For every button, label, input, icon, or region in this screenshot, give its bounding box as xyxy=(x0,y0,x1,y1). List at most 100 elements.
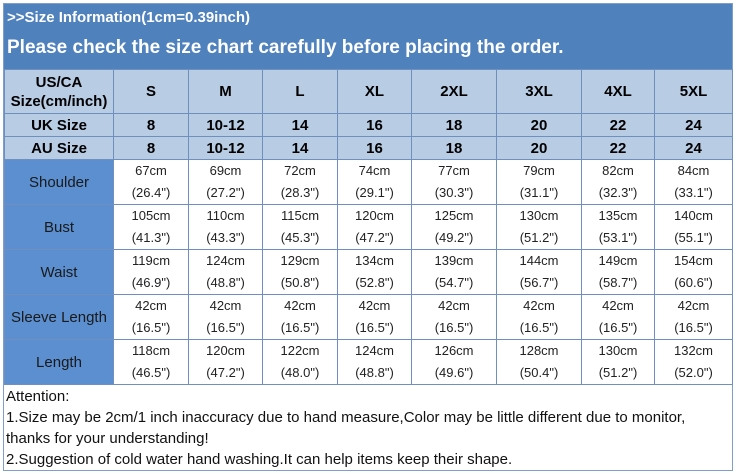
uk-size-cell: 20 xyxy=(496,113,582,137)
measurement-row: Length 118cm (46.5") 120cm (47.2") 122cm (48.0… xyxy=(4,339,733,385)
inch-value: (31.1") xyxy=(519,185,559,200)
measurement-label: Waist xyxy=(4,249,114,295)
measurement-cell: 119cm (46.9") xyxy=(113,249,189,295)
measurement-row: Bust 105cm (41.3") 110cm (43.3") 115cm (45.3")… xyxy=(4,204,733,250)
measurement-cell: 79cm (31.1") xyxy=(496,159,582,205)
inch-value: (51.2") xyxy=(598,365,638,380)
inch-value: (47.2") xyxy=(206,365,245,380)
cm-value: 135cm xyxy=(598,208,638,223)
measurement-cell: 128cm (50.4") xyxy=(496,339,582,385)
measurement-cell: 122cm (48.0") xyxy=(262,339,338,385)
cm-value: 74cm xyxy=(358,163,391,178)
uk-size-cell: 14 xyxy=(262,113,338,137)
uk-size-cell: 16 xyxy=(337,113,412,137)
size-header: 3XL xyxy=(496,69,582,114)
measurement-cell: 134cm (52.8") xyxy=(337,249,412,295)
measurement-label: Bust xyxy=(4,204,114,250)
measurement-row: Waist 119cm (46.9") 124cm (48.8") 129cm (50.8"… xyxy=(4,249,733,295)
uk-size-cell: 8 xyxy=(113,113,189,137)
cm-value: 110cm xyxy=(206,208,245,223)
au-size-row: AU Size 8 10-12 14 16 18 20 22 24 xyxy=(4,136,733,160)
inch-value: (16.5") xyxy=(206,320,245,335)
size-table: US/CA Size(cm/inch) S M L XL 2XL 3XL 4XL 5XL UK S… xyxy=(4,69,733,385)
inch-value: (16.5") xyxy=(280,320,320,335)
au-size-cell: 10-12 xyxy=(188,136,263,160)
cm-value: 120cm xyxy=(205,343,246,358)
measurement-cell: 118cm (46.5") xyxy=(113,339,189,385)
au-size-cell: 18 xyxy=(411,136,497,160)
cm-value: 128cm xyxy=(519,343,559,358)
cm-value: 82cm xyxy=(602,163,634,178)
inch-value: (48.8") xyxy=(206,275,245,290)
measurement-cell: 42cm (16.5") xyxy=(581,294,655,340)
measurement-cell: 149cm (58.7") xyxy=(581,249,655,295)
measurement-label: Length xyxy=(4,339,114,385)
cm-value: 132cm xyxy=(673,343,714,358)
inch-value: (52.0") xyxy=(674,365,713,380)
au-size-cell: 16 xyxy=(337,136,412,160)
cm-value: 140cm xyxy=(673,208,714,223)
uk-label: UK Size xyxy=(4,113,114,137)
inch-value: (16.5") xyxy=(598,320,638,335)
cm-value: 42cm xyxy=(209,298,242,313)
measurement-cell: 82cm (32.3") xyxy=(581,159,655,205)
inch-value: (16.5") xyxy=(131,320,171,335)
cm-value: 122cm xyxy=(280,343,320,358)
measurement-cell: 84cm (33.1") xyxy=(654,159,733,205)
measurement-cell: 69cm (27.2") xyxy=(188,159,263,205)
cm-value: 42cm xyxy=(523,298,555,313)
inch-value: (54.7") xyxy=(434,275,474,290)
measurement-cell: 126cm (49.6") xyxy=(411,339,497,385)
size-chart: >>Size Information(1cm=0.39inch) Please … xyxy=(3,3,733,471)
size-header: XL xyxy=(337,69,412,114)
cm-value: 115cm xyxy=(280,208,320,223)
measurement-cell: 120cm (47.2") xyxy=(337,204,412,250)
measurement-cell: 42cm (16.5") xyxy=(113,294,189,340)
inch-value: (43.3") xyxy=(206,230,245,245)
cm-value: 124cm xyxy=(205,253,246,268)
inch-value: (60.6") xyxy=(674,275,713,290)
measurement-cell: 42cm (16.5") xyxy=(496,294,582,340)
cm-value: 139cm xyxy=(434,253,474,268)
measurement-cell: 115cm (45.3") xyxy=(262,204,338,250)
cm-value: 42cm xyxy=(677,298,710,313)
cm-value: 144cm xyxy=(519,253,559,268)
size-header: 4XL xyxy=(581,69,655,114)
measurement-cell: 42cm (16.5") xyxy=(411,294,497,340)
inch-value: (52.8") xyxy=(355,275,394,290)
measurement-cell: 110cm (43.3") xyxy=(188,204,263,250)
cm-value: 105cm xyxy=(131,208,171,223)
inch-value: (56.7") xyxy=(519,275,559,290)
inch-value: (46.9") xyxy=(131,275,171,290)
au-size-cell: 20 xyxy=(496,136,582,160)
inch-value: (55.1") xyxy=(674,230,713,245)
measurement-cell: 139cm (54.7") xyxy=(411,249,497,295)
measurement-cell: 120cm (47.2") xyxy=(188,339,263,385)
measurement-cell: 42cm (16.5") xyxy=(654,294,733,340)
cm-value: 42cm xyxy=(602,298,634,313)
inch-value: (58.7") xyxy=(598,275,638,290)
cm-value: 84cm xyxy=(677,163,710,178)
inch-value: (29.1") xyxy=(355,185,394,200)
cm-value: 79cm xyxy=(523,163,555,178)
cm-value: 69cm xyxy=(209,163,242,178)
inch-value: (16.5") xyxy=(434,320,474,335)
inch-value: (16.5") xyxy=(355,320,394,335)
note-1: 1.Size may be 2cm/1 inch inaccuracy due … xyxy=(6,409,686,447)
cm-value: 42cm xyxy=(135,298,167,313)
au-size-cell: 14 xyxy=(262,136,338,160)
cm-value: 134cm xyxy=(354,253,395,268)
banner-subtitle: Please check the size chart carefully be… xyxy=(7,37,564,58)
note-2: 2.Suggestion of cold water hand washing.… xyxy=(6,451,513,468)
cm-value: 130cm xyxy=(519,208,559,223)
cm-value: 125cm xyxy=(434,208,474,223)
cm-value: 119cm xyxy=(131,253,171,268)
cm-value: 42cm xyxy=(358,298,391,313)
uk-size-row: UK Size 8 10-12 14 16 18 20 22 24 xyxy=(4,113,733,137)
measurement-cell: 144cm (56.7") xyxy=(496,249,582,295)
cm-value: 129cm xyxy=(280,253,320,268)
inch-value: (50.8") xyxy=(280,275,320,290)
cm-value: 118cm xyxy=(131,343,171,358)
inch-value: (16.5") xyxy=(519,320,559,335)
measurement-cell: 130cm (51.2") xyxy=(581,339,655,385)
